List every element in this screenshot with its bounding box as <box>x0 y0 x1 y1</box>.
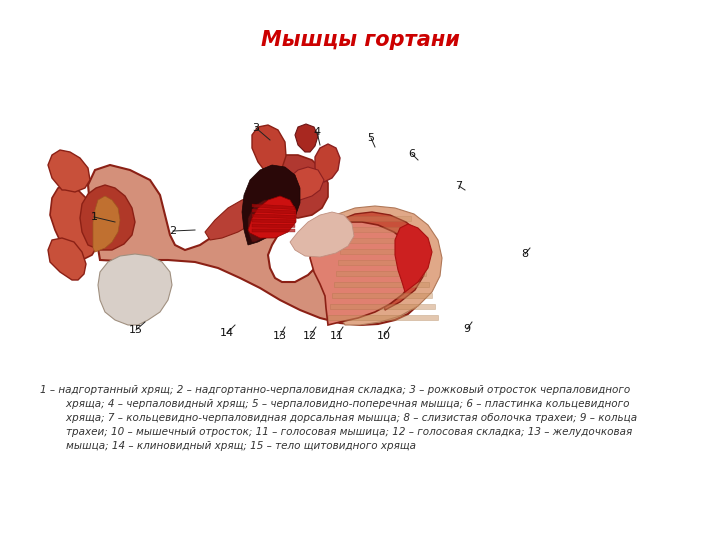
Polygon shape <box>98 254 172 325</box>
Polygon shape <box>252 229 295 232</box>
Polygon shape <box>48 238 86 280</box>
Text: 4: 4 <box>313 127 320 137</box>
Polygon shape <box>332 293 432 298</box>
Text: 6: 6 <box>408 149 415 159</box>
Polygon shape <box>205 195 278 240</box>
Text: 12: 12 <box>303 331 317 341</box>
Polygon shape <box>252 219 295 223</box>
Text: 15: 15 <box>129 325 143 335</box>
Polygon shape <box>336 271 426 276</box>
Polygon shape <box>310 222 416 325</box>
Polygon shape <box>315 144 340 182</box>
Polygon shape <box>338 260 423 265</box>
Polygon shape <box>344 227 414 232</box>
Polygon shape <box>340 249 420 254</box>
Polygon shape <box>248 196 296 238</box>
Polygon shape <box>328 315 438 320</box>
Polygon shape <box>265 155 328 218</box>
Text: 3: 3 <box>253 123 259 133</box>
Text: 13: 13 <box>273 331 287 341</box>
Polygon shape <box>93 196 120 252</box>
Polygon shape <box>346 216 411 221</box>
Text: 10: 10 <box>377 331 391 341</box>
Polygon shape <box>80 185 135 250</box>
Text: 7: 7 <box>456 181 462 191</box>
Text: Мышцы гортани: Мышцы гортани <box>261 30 459 50</box>
Polygon shape <box>252 209 295 214</box>
Text: 11: 11 <box>330 331 344 341</box>
Polygon shape <box>252 224 295 227</box>
Polygon shape <box>320 212 428 310</box>
Text: 5: 5 <box>367 133 374 143</box>
Text: 9: 9 <box>464 324 471 334</box>
Polygon shape <box>330 304 435 309</box>
Polygon shape <box>50 185 98 260</box>
Polygon shape <box>242 165 300 245</box>
Polygon shape <box>316 206 442 325</box>
Polygon shape <box>88 165 428 325</box>
Polygon shape <box>334 282 429 287</box>
Polygon shape <box>395 224 432 292</box>
Polygon shape <box>252 214 295 219</box>
Polygon shape <box>280 167 324 200</box>
Text: 14: 14 <box>220 328 234 338</box>
Polygon shape <box>248 200 282 242</box>
Polygon shape <box>252 125 286 176</box>
Text: 2: 2 <box>169 226 176 236</box>
Polygon shape <box>252 204 295 210</box>
Text: 8: 8 <box>521 249 528 259</box>
Polygon shape <box>290 212 354 257</box>
Polygon shape <box>295 124 318 152</box>
Polygon shape <box>48 150 90 192</box>
Text: 1: 1 <box>91 212 97 222</box>
Polygon shape <box>342 238 417 243</box>
Text: 1 – надгортанный хрящ; 2 – надгортанно-черпаловидная складка; 3 – рожковый отрос: 1 – надгортанный хрящ; 2 – надгортанно-ч… <box>40 385 637 451</box>
